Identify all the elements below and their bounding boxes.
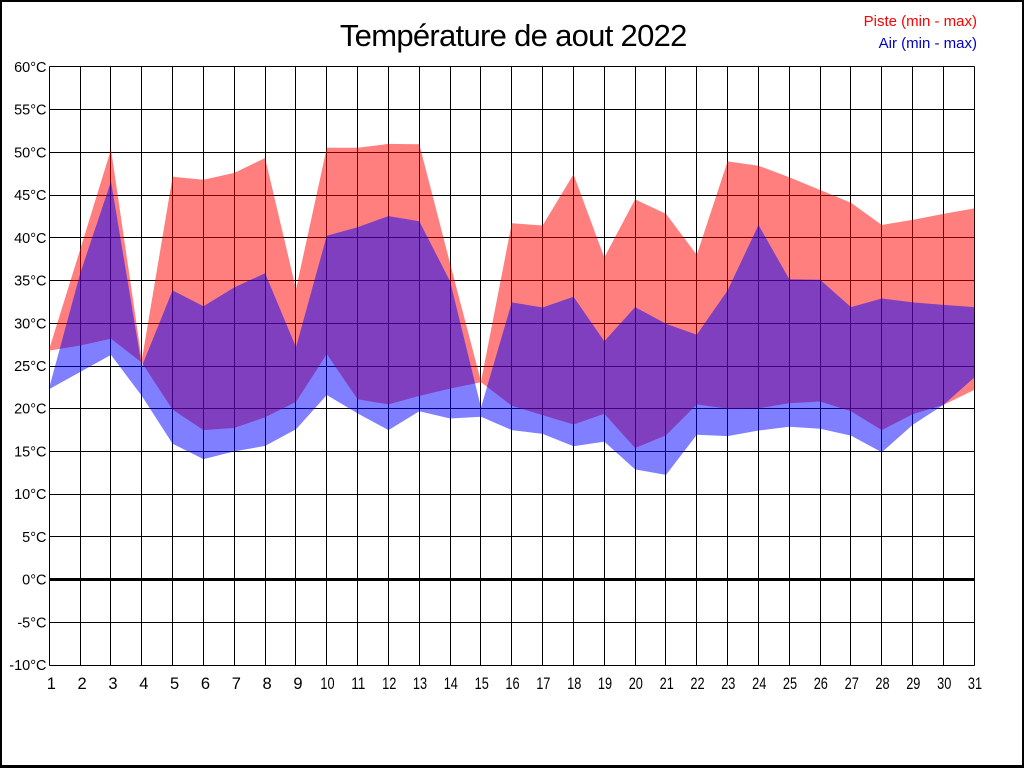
svg-text:10°C: 10°C [14, 487, 46, 503]
svg-text:2: 2 [78, 675, 87, 693]
svg-text:4: 4 [139, 675, 148, 693]
svg-text:3: 3 [108, 675, 117, 693]
svg-text:9: 9 [293, 675, 302, 693]
svg-text:15: 15 [475, 675, 489, 693]
svg-text:15°C: 15°C [14, 444, 46, 460]
svg-text:30: 30 [937, 675, 951, 693]
svg-text:45°C: 45°C [14, 188, 46, 204]
svg-text:1: 1 [47, 675, 56, 693]
svg-text:Température de aout 2022: Température de aout 2022 [340, 18, 687, 53]
svg-text:18: 18 [567, 675, 581, 693]
svg-text:6: 6 [201, 675, 210, 693]
svg-text:5°C: 5°C [22, 530, 46, 546]
svg-text:26: 26 [814, 675, 828, 693]
svg-text:14: 14 [444, 675, 458, 693]
svg-text:22: 22 [690, 675, 704, 693]
svg-text:50°C: 50°C [14, 145, 46, 161]
svg-text:31: 31 [968, 675, 982, 693]
svg-text:40°C: 40°C [14, 231, 46, 247]
svg-text:21: 21 [660, 675, 674, 693]
svg-text:11: 11 [351, 675, 365, 693]
svg-text:0°C: 0°C [22, 573, 46, 589]
svg-text:27: 27 [845, 675, 859, 693]
svg-text:Air (min - max): Air (min - max) [879, 35, 977, 52]
svg-text:25°C: 25°C [14, 359, 46, 375]
svg-text:Piste (min - max): Piste (min - max) [864, 13, 977, 30]
svg-text:19: 19 [598, 675, 612, 693]
svg-text:20: 20 [629, 675, 643, 693]
svg-text:60°C: 60°C [14, 60, 46, 76]
svg-text:5: 5 [170, 675, 179, 693]
svg-text:29: 29 [906, 675, 920, 693]
svg-text:16: 16 [505, 675, 519, 693]
svg-text:24: 24 [752, 675, 766, 693]
svg-text:12: 12 [382, 675, 396, 693]
svg-text:10: 10 [320, 675, 334, 693]
svg-text:30°C: 30°C [14, 316, 46, 332]
svg-text:17: 17 [536, 675, 550, 693]
svg-text:-5°C: -5°C [17, 615, 46, 631]
svg-text:28: 28 [875, 675, 889, 693]
svg-text:13: 13 [413, 675, 427, 693]
svg-text:7: 7 [232, 675, 241, 693]
svg-text:25: 25 [783, 675, 797, 693]
svg-text:55°C: 55°C [14, 103, 46, 119]
svg-text:20°C: 20°C [14, 402, 46, 418]
svg-text:8: 8 [263, 675, 272, 693]
svg-text:-10°C: -10°C [9, 658, 46, 674]
svg-text:35°C: 35°C [14, 274, 46, 290]
svg-text:23: 23 [721, 675, 735, 693]
